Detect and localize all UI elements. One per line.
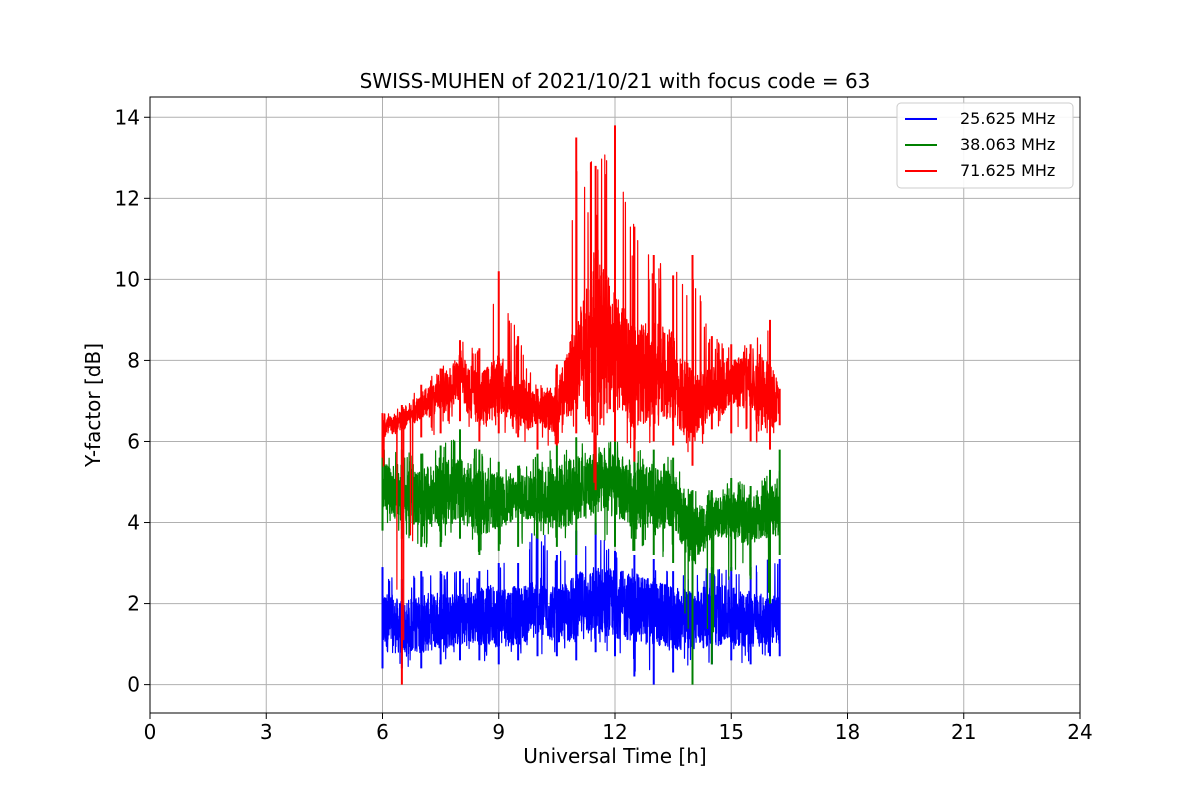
y-tick-label: 14 [115,105,140,129]
series-trace [381,437,781,636]
y-tick-label: 0 [127,673,140,697]
legend: 25.625 MHz 38.063 MHz 71.625 MHz [896,102,1074,189]
x-tick-label: 21 [951,720,976,744]
x-tick-label: 0 [144,720,157,744]
y-tick-label: 10 [115,267,140,291]
y-tick-label: 12 [115,186,140,210]
series-trace [381,154,781,641]
y-tick-label: 2 [127,592,140,616]
x-tick-label: 12 [602,720,627,744]
legend-box [896,102,1074,189]
x-tick-label: 18 [835,720,860,744]
x-axis: 0 3 6 9 12 15 18 21 24 [144,713,1093,744]
legend-entry: 71.625 MHz [960,161,1055,180]
series-layer [381,125,781,685]
y-axis: 0 2 4 6 8 10 12 14 [115,105,150,697]
x-axis-label: Universal Time [h] [523,744,706,768]
y-tick-label: 4 [127,511,140,535]
y-axis-label: Y-factor [dB] [81,343,105,468]
plot-area [149,96,1081,714]
x-tick-label: 6 [376,720,389,744]
series-2 [381,125,781,685]
legend-entry: 25.625 MHz [960,109,1055,128]
chart-title: SWISS-MUHEN of 2021/10/21 with focus cod… [360,69,871,93]
series-1 [381,429,781,685]
x-tick-label: 9 [492,720,505,744]
x-tick-label: 15 [719,720,744,744]
legend-entry: 38.063 MHz [960,135,1055,154]
x-tick-label: 3 [260,720,273,744]
y-tick-label: 8 [127,348,140,372]
y-tick-label: 6 [127,429,140,453]
x-tick-label: 24 [1067,720,1092,744]
